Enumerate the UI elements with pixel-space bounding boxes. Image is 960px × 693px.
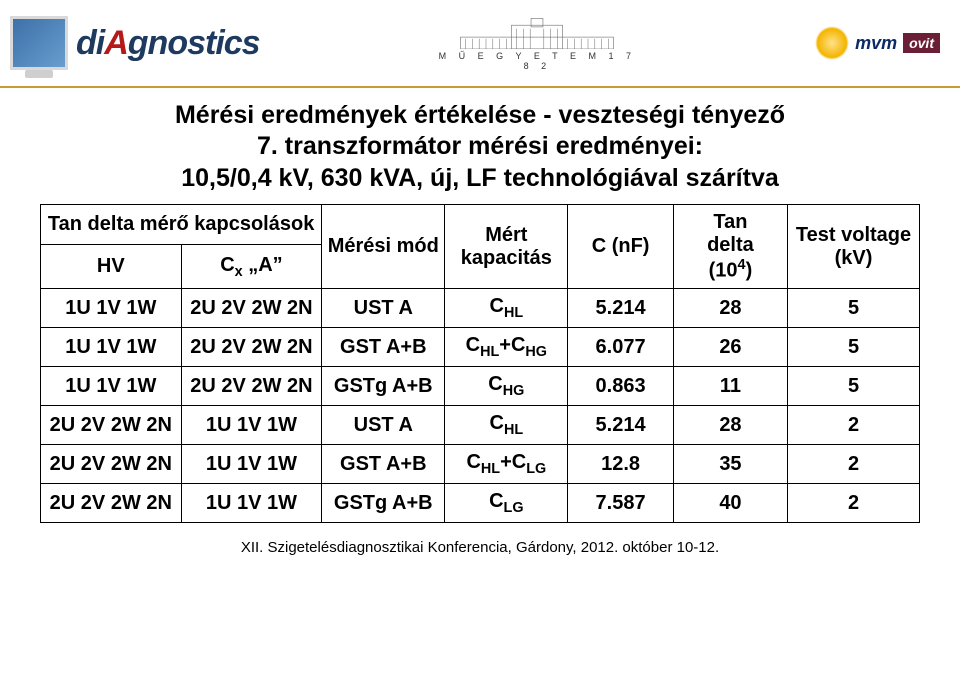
hdr-c-nf: C (nF)	[568, 204, 673, 289]
cell-cxa: 2U 2V 2W 2N	[181, 289, 322, 328]
cell-tan: 40	[673, 484, 787, 523]
cell-hv: 2U 2V 2W 2N	[41, 406, 182, 445]
mvm-logo: mvm ovit	[815, 26, 940, 60]
table-row: 2U 2V 2W 2N1U 1V 1WGST A+BCHL+CLG12.8352	[41, 445, 920, 484]
university-caption: M Ű E G Y E T E M 1 7 8 2	[432, 51, 642, 71]
slide-title: Mérési eredmények értékelése - veszteség…	[40, 100, 920, 194]
slide-content: Mérési eredmények értékelése - veszteség…	[0, 88, 960, 556]
cell-cap: CHL	[445, 406, 568, 445]
table-row: 1U 1V 1W2U 2V 2W 2NGSTg A+BCHG0.863115	[41, 367, 920, 406]
cell-tan: 26	[673, 328, 787, 367]
building-icon: M Ű E G Y E T E M 1 7 8 2	[432, 15, 642, 71]
cell-mode: GSTg A+B	[322, 367, 445, 406]
cell-tan: 28	[673, 289, 787, 328]
table-row: 2U 2V 2W 2N1U 1V 1WUST ACHL5.214282	[41, 406, 920, 445]
cell-cxa: 2U 2V 2W 2N	[181, 367, 322, 406]
hdr-test-voltage: Test voltage(kV)	[788, 204, 920, 289]
hdr-hv: HV	[41, 245, 182, 289]
mvm-text: mvm	[855, 33, 897, 54]
cell-cnf: 6.077	[568, 328, 673, 367]
mvm-ovit: ovit	[903, 33, 940, 53]
hdr-tan-delta-span: Tan delta mérő kapcsolások	[41, 204, 322, 245]
cell-cnf: 12.8	[568, 445, 673, 484]
cell-cnf: 5.214	[568, 406, 673, 445]
cell-mode: GSTg A+B	[322, 484, 445, 523]
cell-cxa: 1U 1V 1W	[181, 406, 322, 445]
cell-cap: CHL+CHG	[445, 328, 568, 367]
cell-tv: 5	[788, 289, 920, 328]
cell-tv: 2	[788, 406, 920, 445]
cell-tan: 28	[673, 406, 787, 445]
hdr-tan-delta: Tandelta(104)	[673, 204, 787, 289]
slide-header: diAgnostics	[0, 0, 960, 88]
cell-cxa: 2U 2V 2W 2N	[181, 328, 322, 367]
cell-mode: UST A	[322, 406, 445, 445]
title-line3: 10,5/0,4 kV, 630 kVA, új, LF technológiá…	[40, 163, 920, 194]
cell-hv: 2U 2V 2W 2N	[41, 484, 182, 523]
footer-note: XII. Szigetelésdiagnosztikai Konferencia…	[40, 539, 920, 556]
cell-mode: GST A+B	[322, 328, 445, 367]
table-row: 2U 2V 2W 2N1U 1V 1WGSTg A+BCLG7.587402	[41, 484, 920, 523]
logo-pre: di	[76, 24, 104, 62]
cell-cap: CHL	[445, 289, 568, 328]
cell-hv: 1U 1V 1W	[41, 367, 182, 406]
monitor-icon	[10, 16, 68, 70]
logo-post: gnostics	[128, 24, 260, 62]
cell-tan: 35	[673, 445, 787, 484]
cell-cap: CLG	[445, 484, 568, 523]
cell-cnf: 5.214	[568, 289, 673, 328]
header-left: diAgnostics	[10, 16, 260, 70]
cell-cnf: 0.863	[568, 367, 673, 406]
logo-accent: A	[104, 24, 128, 62]
sun-icon	[815, 26, 849, 60]
university-emblem: M Ű E G Y E T E M 1 7 8 2	[432, 15, 642, 71]
title-line1: Mérési eredmények értékelése - veszteség…	[40, 100, 920, 131]
cell-mode: GST A+B	[322, 445, 445, 484]
title-line2: 7. transzformátor mérési eredményei:	[40, 131, 920, 162]
cell-cxa: 1U 1V 1W	[181, 445, 322, 484]
cell-tv: 5	[788, 367, 920, 406]
cell-tv: 2	[788, 445, 920, 484]
cell-tv: 2	[788, 484, 920, 523]
hdr-meresi-mod: Mérési mód	[322, 204, 445, 289]
results-table: Tan delta mérő kapcsolások Mérési mód Mé…	[40, 204, 920, 524]
cell-mode: UST A	[322, 289, 445, 328]
cell-cxa: 1U 1V 1W	[181, 484, 322, 523]
cell-cnf: 7.587	[568, 484, 673, 523]
cell-cap: CHG	[445, 367, 568, 406]
cell-tv: 5	[788, 328, 920, 367]
cell-cap: CHL+CLG	[445, 445, 568, 484]
hdr-mert-kapacitas: Mértkapacitás	[445, 204, 568, 289]
table-row: 1U 1V 1W2U 2V 2W 2NUST ACHL5.214285	[41, 289, 920, 328]
cell-hv: 2U 2V 2W 2N	[41, 445, 182, 484]
cell-hv: 1U 1V 1W	[41, 289, 182, 328]
hdr-cx-a: Cx „A”	[181, 245, 322, 289]
diagnostics-logo: diAgnostics	[76, 24, 260, 63]
cell-hv: 1U 1V 1W	[41, 328, 182, 367]
cell-tan: 11	[673, 367, 787, 406]
table-row: 1U 1V 1W2U 2V 2W 2NGST A+BCHL+CHG6.07726…	[41, 328, 920, 367]
table-header-row-1: Tan delta mérő kapcsolások Mérési mód Mé…	[41, 204, 920, 245]
